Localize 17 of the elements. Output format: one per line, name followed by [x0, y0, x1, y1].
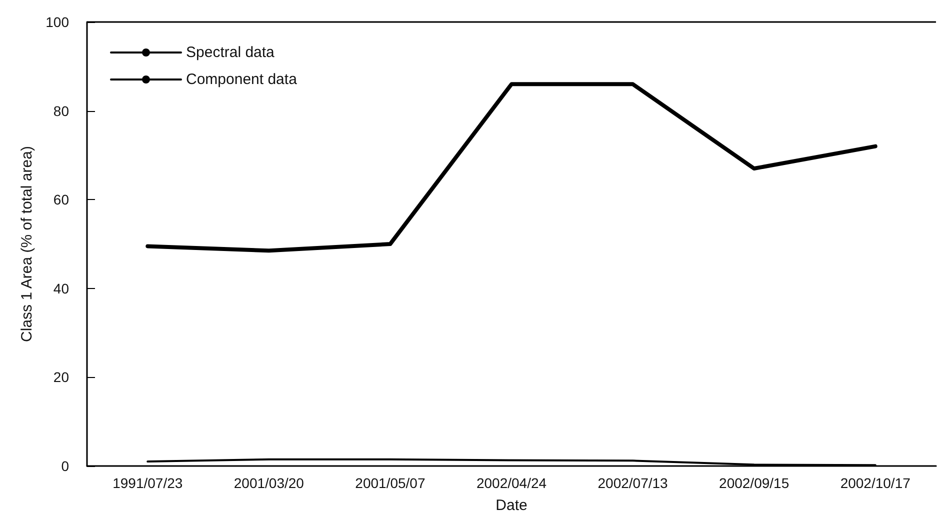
x-tick-label: 2002/07/13: [598, 475, 668, 491]
x-tick-label: 2001/03/20: [234, 475, 304, 491]
y-tick-label: 0: [61, 458, 70, 474]
y-tick-label: 40: [53, 280, 70, 296]
x-tick-label: 2002/10/17: [840, 475, 911, 491]
x-tick-label: 2002/09/15: [719, 475, 790, 491]
x-tick-label: 2002/04/24: [476, 475, 547, 491]
legend-label: Component data: [186, 71, 298, 88]
y-tick-label: 80: [53, 102, 70, 119]
y-axis-title: Class 1 Area (% of total area): [18, 146, 36, 342]
y-tick-label: 60: [53, 192, 70, 208]
y-tick-label: 100: [46, 14, 70, 30]
y-tick-label: 20: [53, 369, 70, 386]
x-axis-title: Date: [496, 497, 528, 514]
legend-label: Spectral data: [186, 44, 276, 61]
x-tick-label: 2001/05/07: [355, 475, 426, 491]
x-tick-label: 1991/07/23: [112, 475, 183, 491]
